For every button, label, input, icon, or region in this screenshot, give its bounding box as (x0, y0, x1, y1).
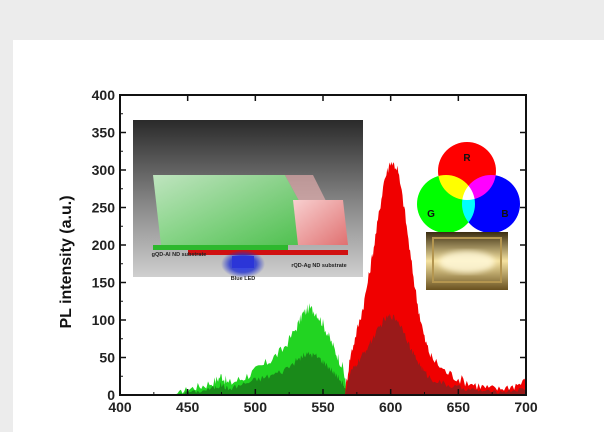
x-tick-label: 500 (244, 399, 268, 415)
red-substrate (293, 200, 348, 245)
y-tick-label: 250 (92, 200, 116, 216)
y-tick-label: 50 (99, 350, 115, 366)
device-schematic-inset: gQD-Al ND substrate rQD-Ag ND substrate … (133, 120, 363, 282)
blue-led (232, 256, 254, 268)
y-tick-label: 300 (92, 162, 116, 178)
venn-label-b: B (501, 209, 508, 220)
green-substrate-edge (153, 245, 288, 250)
left-substrate-label: gQD-Al ND substrate (152, 252, 207, 258)
series-2-core-area (344, 313, 526, 395)
y-tick-label: 100 (92, 312, 116, 328)
plot-area: 400 450 500 550 600 650 700 0 50 100 150 200 250 300 3… (92, 87, 538, 415)
device-photo (426, 232, 508, 290)
photo-frame (432, 237, 502, 283)
y-tick-label: 400 (92, 87, 116, 103)
green-substrate (153, 175, 323, 245)
photo-glow (439, 251, 495, 273)
rgb-venn-diagram: R G B (417, 142, 520, 233)
y-tick-label: 200 (92, 237, 116, 253)
red-substrate-edge (188, 250, 348, 255)
blue-led-label: Blue LED (231, 276, 255, 282)
right-substrate-label: rQD-Ag ND substrate (291, 263, 346, 269)
series-1-core-area (174, 351, 348, 395)
venn-label-r: R (463, 153, 471, 164)
x-tick-label: 450 (176, 399, 200, 415)
y-tick-label: 0 (107, 387, 115, 403)
x-tick-label: 600 (379, 399, 403, 415)
y-axis-title: PL intensity (a.u.) (58, 195, 75, 328)
x-tick-label: 550 (311, 399, 335, 415)
figure-frame: 400 450 500 550 600 650 700 0 50 100 150 200 250 300 3… (13, 40, 604, 432)
pl-spectrum-chart: 400 450 500 550 600 650 700 0 50 100 150 200 250 300 3… (58, 87, 538, 415)
x-tick-label: 700 (514, 399, 538, 415)
y-tick-label: 350 (92, 125, 116, 141)
venn-green-circle (417, 175, 475, 233)
x-tick-label: 650 (447, 399, 471, 415)
venn-blue-circle (462, 175, 520, 233)
y-tick-label: 150 (92, 275, 116, 291)
x-tick-label: 400 (108, 399, 132, 415)
venn-label-g: G (427, 209, 435, 220)
